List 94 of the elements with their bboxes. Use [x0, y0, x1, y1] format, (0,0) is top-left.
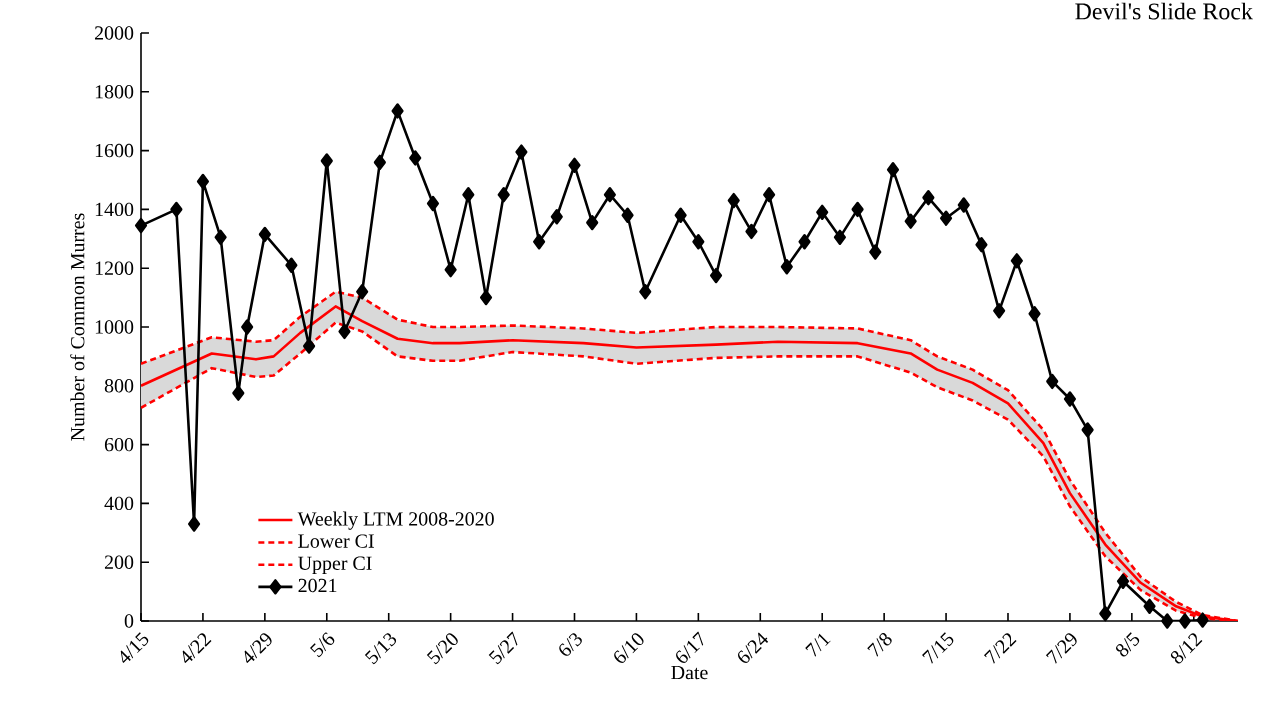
point [1143, 598, 1156, 614]
x-tick-label: 4/29 [244, 633, 272, 664]
y-tick-label: 1400 [95, 202, 134, 217]
point [816, 204, 829, 221]
y-tick-label: 200 [104, 555, 134, 569]
legend-label: Lower CI [298, 534, 374, 548]
point [188, 516, 201, 532]
legend-label: 2021 [298, 578, 337, 593]
y-tick-label: 600 [104, 437, 134, 452]
point [1081, 422, 1094, 438]
y-tick-label: 1800 [95, 85, 134, 99]
point [727, 192, 740, 209]
point [709, 267, 723, 284]
point [170, 201, 183, 218]
point [303, 338, 316, 354]
point [1178, 613, 1192, 629]
x-tick-label: 7/15 [922, 632, 954, 664]
point [391, 103, 404, 119]
point [426, 195, 440, 212]
point [134, 217, 148, 234]
point [869, 244, 882, 260]
point [497, 187, 510, 203]
x-tick-label: 6/3 [559, 633, 582, 656]
legend-label: Upper CI [298, 556, 372, 575]
point [798, 234, 811, 250]
x-tick-label: 8/5 [1115, 632, 1140, 657]
y-tick-label: 2000 [94, 26, 134, 40]
x-tick-label: 5/6 [309, 632, 335, 658]
y-tick-label: 1000 [95, 320, 134, 334]
x-tick-label: 4/22 [182, 633, 212, 664]
x-axis-title: Date [671, 665, 708, 680]
point [338, 323, 351, 340]
y-tick-label: 1600 [95, 143, 134, 158]
point [196, 173, 210, 190]
point [568, 157, 581, 173]
point [515, 144, 528, 160]
point [975, 237, 988, 253]
point [285, 257, 298, 273]
point [462, 187, 475, 203]
point [356, 284, 369, 300]
chart-title: Devil's Slide Rock [1075, 2, 1253, 20]
point [957, 197, 970, 213]
point [1099, 605, 1112, 622]
y-tick-label: 400 [104, 496, 134, 511]
x-tick-label: 5/20 [426, 633, 458, 665]
x-tick-label: 6/10 [614, 633, 644, 663]
point [373, 154, 386, 171]
point [1028, 306, 1041, 322]
x-tick-label: 6/24 [738, 632, 769, 663]
x-tick-label: 5/13 [364, 633, 397, 665]
point [763, 187, 776, 203]
point [232, 385, 245, 401]
point [1196, 612, 1209, 628]
point [851, 201, 864, 218]
point [1010, 253, 1023, 269]
point [214, 229, 227, 245]
x-tick-label: 7/29 [1045, 633, 1077, 664]
point [241, 319, 254, 335]
point [833, 229, 846, 245]
point [258, 226, 271, 243]
x-tick-label: 8/12 [1170, 633, 1203, 664]
y-tick-label: 800 [104, 379, 134, 393]
point [586, 214, 599, 231]
x-tick-label: 7/8 [867, 633, 892, 657]
x-tick-label: 7/1 [805, 633, 831, 657]
y-axis-title: Number of Common Murres [70, 213, 85, 441]
point [1046, 373, 1059, 390]
point [922, 189, 935, 206]
point [745, 223, 758, 240]
point [1063, 391, 1076, 407]
x-tick-label: 6/17 [676, 631, 704, 663]
point [320, 153, 333, 169]
x-tick-label: 5/27 [488, 631, 518, 665]
point [409, 150, 422, 166]
legend-label: Weekly LTM 2008-2020 [297, 511, 494, 530]
point [886, 162, 900, 178]
x-tick-label: 4/15 [120, 632, 149, 664]
point [444, 261, 457, 278]
point [550, 209, 563, 225]
point [1116, 573, 1130, 589]
point [904, 213, 917, 229]
point [533, 234, 546, 250]
point [674, 207, 687, 223]
x-tick-label: 7/22 [983, 633, 1017, 664]
point [639, 284, 652, 300]
point [621, 207, 634, 223]
point [939, 210, 953, 226]
point [993, 303, 1006, 319]
point [780, 259, 793, 275]
point [603, 187, 616, 203]
point [692, 234, 705, 250]
y-tick-label: 1200 [95, 261, 134, 275]
point [1161, 613, 1174, 629]
y-tick-label: 0 [124, 614, 134, 628]
